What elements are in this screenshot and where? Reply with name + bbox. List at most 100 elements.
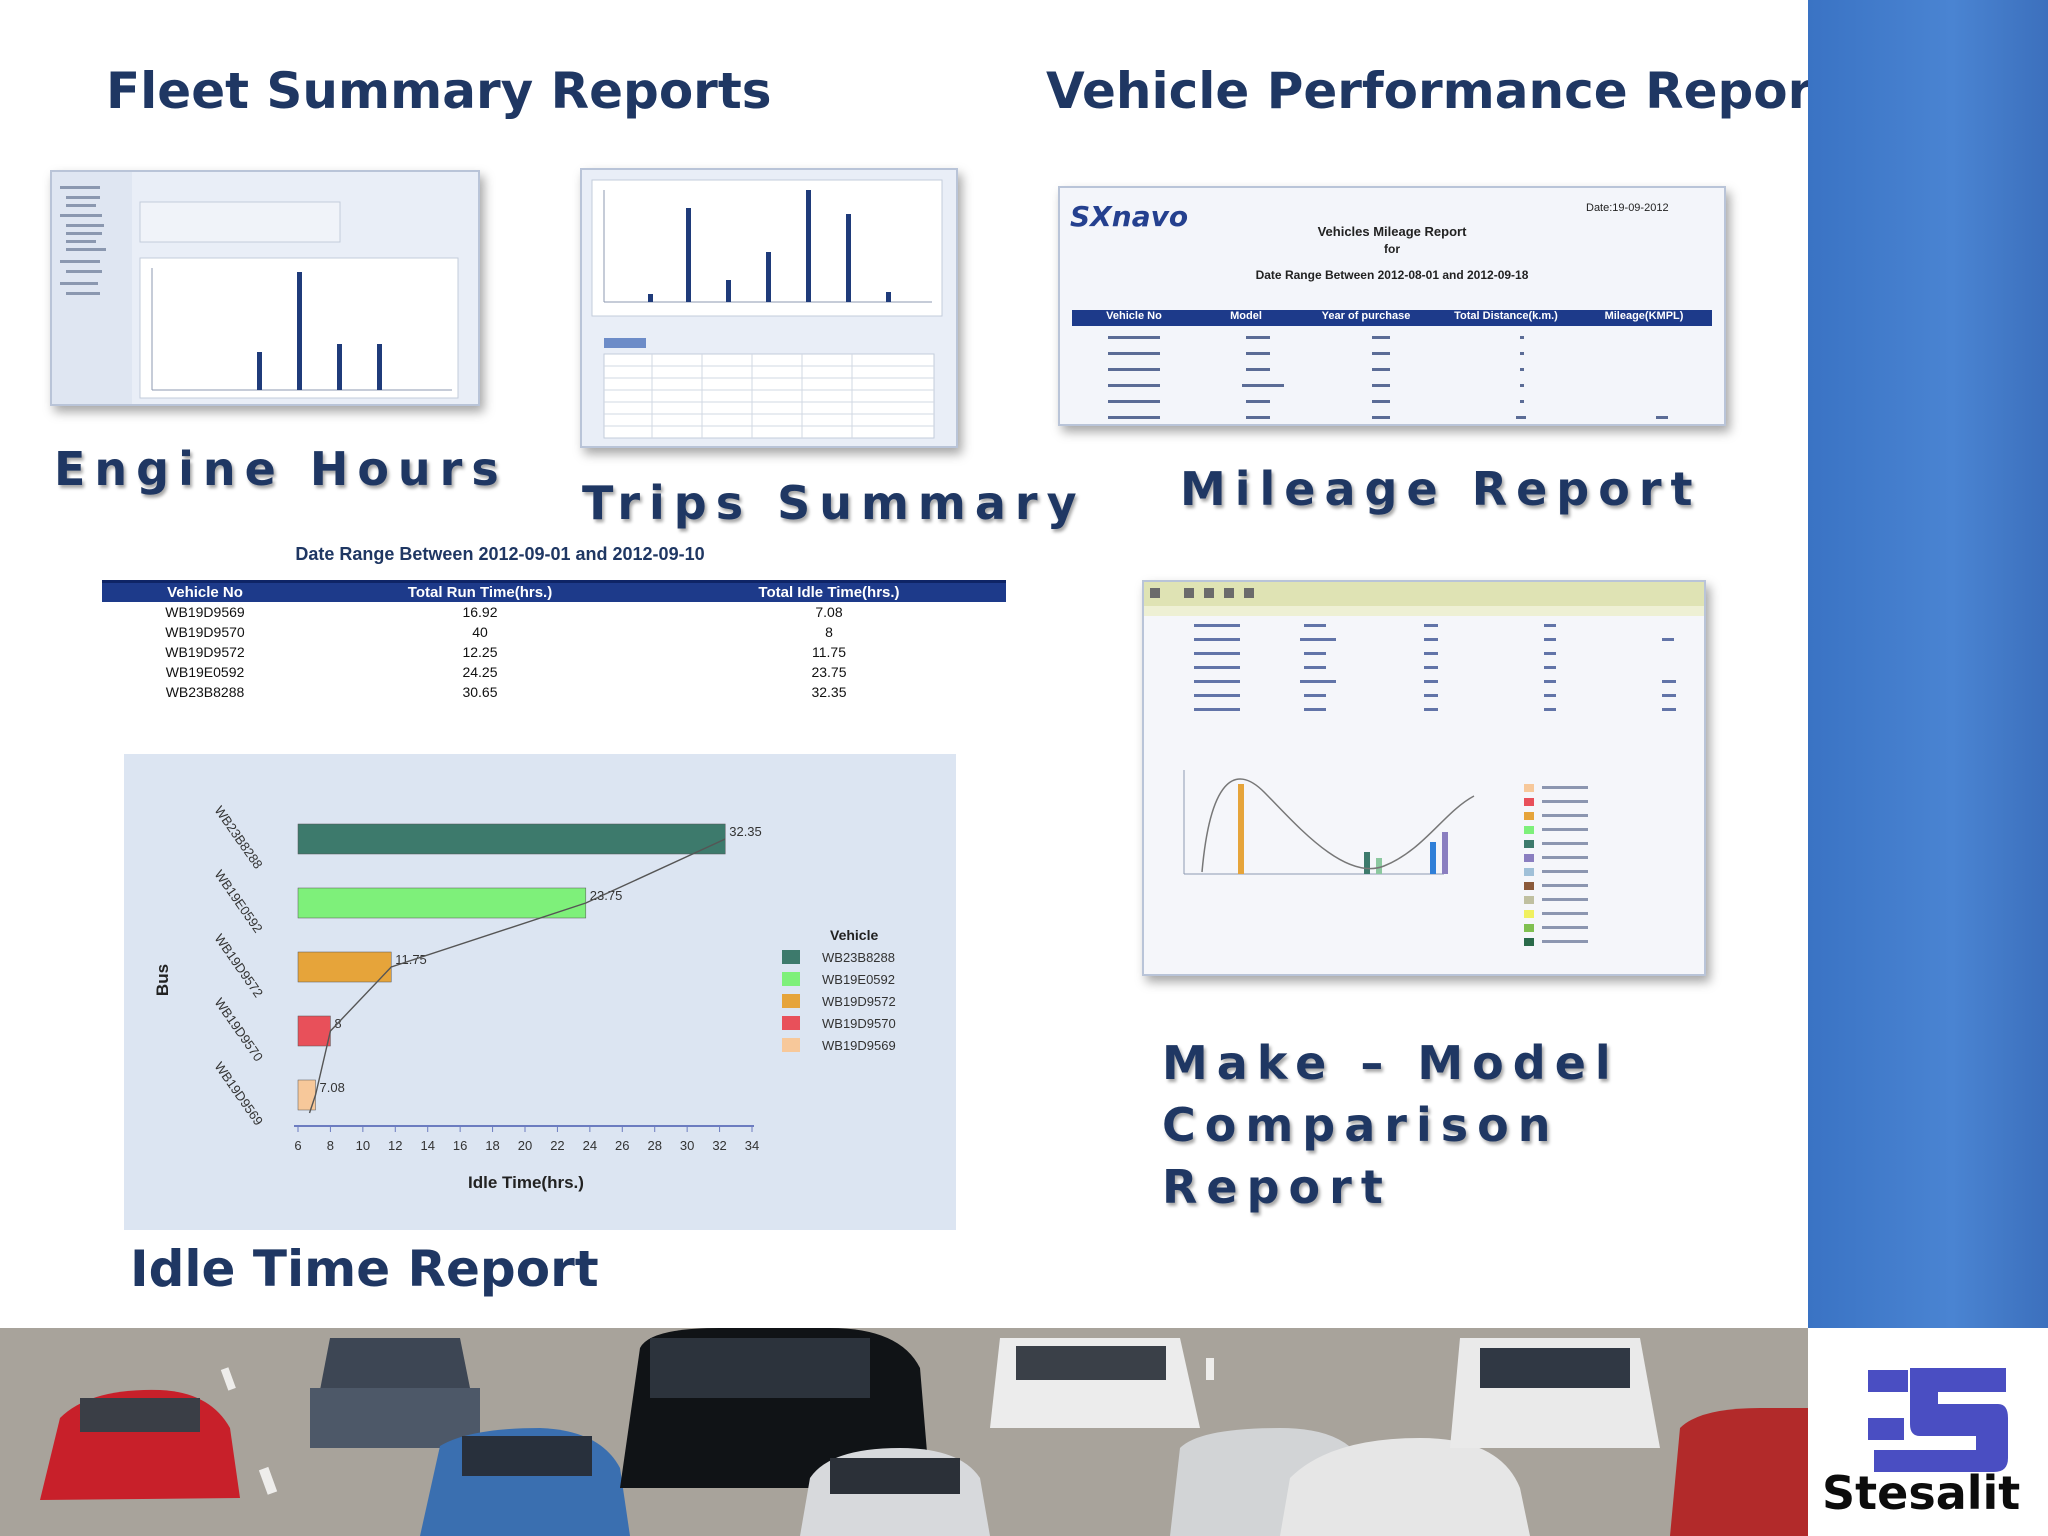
traffic-photo xyxy=(0,1328,1808,1536)
mileage-col-model: Model xyxy=(1230,310,1262,322)
x-tick-label: 12 xyxy=(388,1138,402,1153)
idle-col-vehicle: Vehicle No xyxy=(102,580,308,602)
idle-time-chart-panel: 6 8 10 12 14 16 18 20 22 24 26 28 30 32 34 Idle Time(hr… xyxy=(124,754,956,1230)
make-model-caption-line3: Report xyxy=(1162,1160,1392,1214)
idle-time-table: Vehicle No Total Run Time(hrs.) Total Id… xyxy=(102,580,1006,702)
vehicle-performance-heading: Vehicle Performance Reports xyxy=(1046,62,1866,120)
legend-label: WB19D9572 xyxy=(822,994,896,1009)
engine-hours-caption: Engine Hours xyxy=(54,442,508,496)
bar-WB19D9572 xyxy=(297,951,392,983)
mileage-report-range: Date Range Between 2012-08-01 and 2012-0… xyxy=(1255,268,1529,282)
x-tick-label: 18 xyxy=(485,1138,499,1153)
engine-hours-thumbnail[interactable] xyxy=(50,170,480,406)
mileage-table-rows xyxy=(1108,336,1668,419)
bar-value-label: 23.75 xyxy=(590,888,623,903)
mileage-report-for: for xyxy=(1384,242,1400,256)
table-cell: WB19D9569 xyxy=(165,604,245,620)
idle-time-chart: 6 8 10 12 14 16 18 20 22 24 26 28 30 32 34 Idle Time(hr… xyxy=(153,803,896,1192)
table-cell: WB19E0592 xyxy=(165,664,245,680)
car-red-left xyxy=(40,1389,240,1500)
table-row: WB19E0592 24.25 23.75 xyxy=(102,662,1006,682)
y-tick-label: WB19E0592 xyxy=(212,867,266,935)
table-cell: 23.75 xyxy=(811,664,847,680)
table-cell: 40 xyxy=(472,624,488,640)
x-tick-label: 16 xyxy=(453,1138,467,1153)
mileage-col-year: Year of purchase xyxy=(1321,310,1411,322)
trips-summary-thumbnail[interactable] xyxy=(580,168,958,448)
bar-WB19E0592 xyxy=(297,887,587,919)
legend-title: Vehicle xyxy=(830,927,878,943)
mileage-table-header: Vehicle No Model Year of purchase Total … xyxy=(1072,310,1712,326)
trips-summary-caption: Trips Summary xyxy=(582,476,1086,530)
sxnavo-logo: SXnavo xyxy=(1070,200,1189,233)
x-tick-label: 24 xyxy=(583,1138,597,1153)
mileage-report-thumbnail[interactable]: SXnavo Date:19-09-2012 Vehicles Mileage … xyxy=(1058,186,1726,426)
table-row: WB23B8288 30.65 32.35 xyxy=(102,682,1006,702)
table-row: WB19D9570 40 8 xyxy=(102,622,1006,642)
bar-value-label: 7.08 xyxy=(320,1080,345,1095)
side-accent-bar xyxy=(1808,0,2048,1328)
make-model-thumbnail-graphic xyxy=(1144,582,1704,946)
y-tick-label: WB19D9569 xyxy=(212,1059,267,1128)
x-tick-label: 22 xyxy=(550,1138,564,1153)
table-cell: 12.25 xyxy=(462,644,498,660)
fleet-summary-heading: Fleet Summary Reports xyxy=(106,62,772,120)
stesalit-logo-area: Stesalit xyxy=(1808,1328,2048,1536)
make-model-caption-line2: Comparison xyxy=(1162,1098,1560,1152)
x-axis-title: Idle Time(hrs.) xyxy=(468,1173,584,1192)
mileage-report-date: Date:19-09-2012 xyxy=(1586,202,1669,214)
table-cell: 30.65 xyxy=(462,684,498,700)
table-cell: WB19D9570 xyxy=(165,624,245,640)
mileage-report-caption: Mileage Report xyxy=(1180,462,1702,516)
trend-line xyxy=(308,838,726,1114)
x-tick-label: 20 xyxy=(518,1138,532,1153)
table-row: WB19D9569 16.92 7.08 xyxy=(102,602,1006,622)
idle-table-title: Date Range Between 2012-09-01 and 2012-0… xyxy=(295,544,705,564)
x-tick-label: 30 xyxy=(680,1138,694,1153)
engine-hours-thumbnail-graphic xyxy=(52,172,459,404)
mileage-col-vehicle: Vehicle No xyxy=(1106,310,1162,322)
x-tick-label: 10 xyxy=(356,1138,370,1153)
mileage-col-distance: Total Distance(k.m.) xyxy=(1454,310,1558,322)
table-cell: 24.25 xyxy=(462,664,498,680)
legend-label: WB23B8288 xyxy=(822,950,895,965)
legend-swatch xyxy=(782,994,800,1008)
x-tick-label: 32 xyxy=(712,1138,726,1153)
x-tick-label: 8 xyxy=(327,1138,334,1153)
legend-label: WB19D9569 xyxy=(822,1038,896,1053)
make-model-caption-line1: Make – Model xyxy=(1162,1036,1620,1090)
legend-swatch xyxy=(782,972,800,986)
bar-value-label: 32.35 xyxy=(729,824,762,839)
mileage-col-mileage: Mileage(KMPL) xyxy=(1604,310,1684,322)
table-cell: 32.35 xyxy=(811,684,847,700)
y-axis-title: Bus xyxy=(153,964,172,996)
y-tick-label: WB23B8288 xyxy=(212,803,266,871)
x-tick-label: 6 xyxy=(294,1138,301,1153)
idle-col-run-time: Total Run Time(hrs.) xyxy=(308,580,652,602)
mileage-report-title: Vehicles Mileage Report xyxy=(1317,224,1467,239)
table-cell: 11.75 xyxy=(812,644,846,660)
table-cell: 16.92 xyxy=(462,604,498,620)
y-tick-label: WB19D9572 xyxy=(212,931,267,1000)
x-tick-label: 28 xyxy=(647,1138,661,1153)
x-tick-label: 26 xyxy=(615,1138,629,1153)
table-cell: 8 xyxy=(825,624,833,640)
stesalit-logo-icon xyxy=(1868,1368,2008,1472)
legend-label: WB19D9570 xyxy=(822,1016,896,1031)
table-cell: WB23B8288 xyxy=(165,684,245,700)
idle-col-idle-time: Total Idle Time(hrs.) xyxy=(652,580,1006,602)
x-tick-label: 34 xyxy=(745,1138,759,1153)
x-tick-label: 14 xyxy=(420,1138,434,1153)
trips-summary-thumbnail-graphic xyxy=(591,179,943,439)
legend-swatch xyxy=(782,1016,800,1030)
idle-time-caption: Idle Time Report xyxy=(130,1240,599,1298)
bar-WB19D9570 xyxy=(297,1015,331,1047)
legend-swatch xyxy=(782,1038,800,1052)
y-tick-label: WB19D9570 xyxy=(212,995,267,1064)
bar-WB23B8288 xyxy=(297,823,726,855)
table-cell: WB19D9572 xyxy=(165,644,245,660)
legend-swatch xyxy=(782,950,800,964)
bar-WB19D9569 xyxy=(297,1079,316,1111)
make-model-thumbnail[interactable] xyxy=(1142,580,1706,976)
stesalit-logo-text: Stesalit xyxy=(1822,1466,2021,1520)
